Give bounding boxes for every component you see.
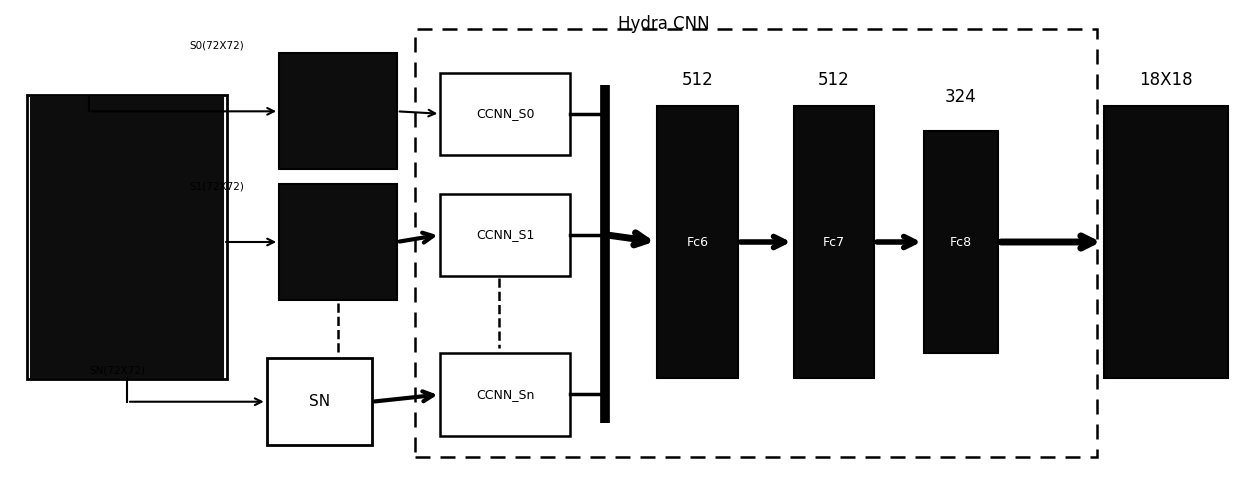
Bar <box>794 106 874 378</box>
Text: CCNN_S0: CCNN_S0 <box>476 107 534 120</box>
Bar <box>31 97 223 378</box>
Text: CCNN_S1: CCNN_S1 <box>476 228 534 241</box>
Text: Fc8: Fc8 <box>950 236 972 248</box>
Text: 18X18: 18X18 <box>1138 71 1193 89</box>
Bar <box>279 53 397 169</box>
Bar <box>415 29 1097 457</box>
Bar <box>279 184 397 300</box>
Text: CCNN_Sn: CCNN_Sn <box>476 388 534 401</box>
Bar <box>657 106 738 378</box>
Text: 512: 512 <box>818 71 849 89</box>
Bar <box>924 131 998 353</box>
Bar <box>1104 106 1228 378</box>
Text: Fc7: Fc7 <box>823 236 844 248</box>
Text: 324: 324 <box>945 88 977 106</box>
Bar <box>440 73 570 155</box>
Text: 512: 512 <box>682 71 713 89</box>
Bar <box>440 194 570 276</box>
Text: S0(72X72): S0(72X72) <box>190 41 244 51</box>
Text: Fc6: Fc6 <box>687 236 708 248</box>
Bar <box>267 358 372 445</box>
Text: S1(72X72): S1(72X72) <box>190 182 244 191</box>
Text: Hydra CNN: Hydra CNN <box>618 15 709 32</box>
Text: SN(72X72): SN(72X72) <box>89 365 146 375</box>
Bar <box>27 95 227 379</box>
Text: SN: SN <box>309 394 330 409</box>
Bar <box>440 353 570 436</box>
